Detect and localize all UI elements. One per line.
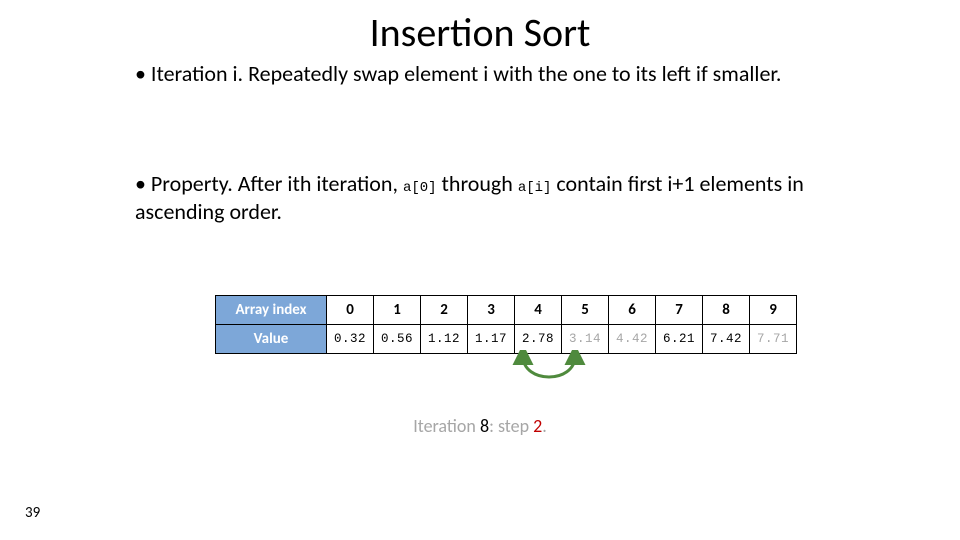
swap-arrow-icon	[505, 350, 615, 390]
caption-grey1: Iteration	[413, 415, 480, 437]
val-cell: 7.42	[703, 325, 750, 354]
idx-cell: 3	[468, 296, 515, 325]
slide-number: 39	[25, 504, 40, 522]
caption-step-num: 2	[533, 415, 542, 437]
caption-iter-num: 8	[480, 415, 489, 437]
idx-cell: 2	[421, 296, 468, 325]
val-cell: 6.21	[656, 325, 703, 354]
bullet-iteration: • Iteration i. Repeatedly swap element i…	[135, 60, 835, 88]
val-cell: 4.42	[609, 325, 656, 354]
idx-cell: 7	[656, 296, 703, 325]
idx-cell: 0	[327, 296, 374, 325]
code-ai: a[i]	[518, 180, 552, 196]
val-cell: 7.71	[750, 325, 797, 354]
val-cell: 1.12	[421, 325, 468, 354]
idx-cell: 8	[703, 296, 750, 325]
array-table: Array index 0 1 2 3 4 5 6 7 8 9 Value 0.…	[215, 295, 797, 354]
row-label-index: Array index	[216, 296, 327, 325]
idx-cell: 1	[374, 296, 421, 325]
val-cell: 2.78	[515, 325, 562, 354]
page-title: Insertion Sort	[0, 8, 960, 57]
code-a0: a[0]	[403, 180, 437, 196]
idx-cell: 6	[609, 296, 656, 325]
idx-cell: 9	[750, 296, 797, 325]
table-row-value: Value 0.32 0.56 1.12 1.17 2.78 3.14 4.42…	[216, 325, 797, 354]
idx-cell: 5	[562, 296, 609, 325]
val-cell: 0.56	[374, 325, 421, 354]
idx-cell: 4	[515, 296, 562, 325]
bullet-property-a: • Property. After ith iteration,	[135, 170, 403, 197]
table-row-index: Array index 0 1 2 3 4 5 6 7 8 9	[216, 296, 797, 325]
bullet-property-mid: through	[437, 170, 518, 197]
iteration-caption: Iteration 8: step 2.	[0, 415, 960, 437]
caption-grey3: .	[542, 415, 547, 437]
bullet-property: • Property. After ith iteration, a[0] th…	[135, 170, 835, 225]
row-label-value: Value	[216, 325, 327, 354]
val-cell: 0.32	[327, 325, 374, 354]
caption-grey2: : step	[489, 415, 533, 437]
val-cell: 3.14	[562, 325, 609, 354]
val-cell: 1.17	[468, 325, 515, 354]
slide: Insertion Sort • Iteration i. Repeatedly…	[0, 0, 960, 540]
